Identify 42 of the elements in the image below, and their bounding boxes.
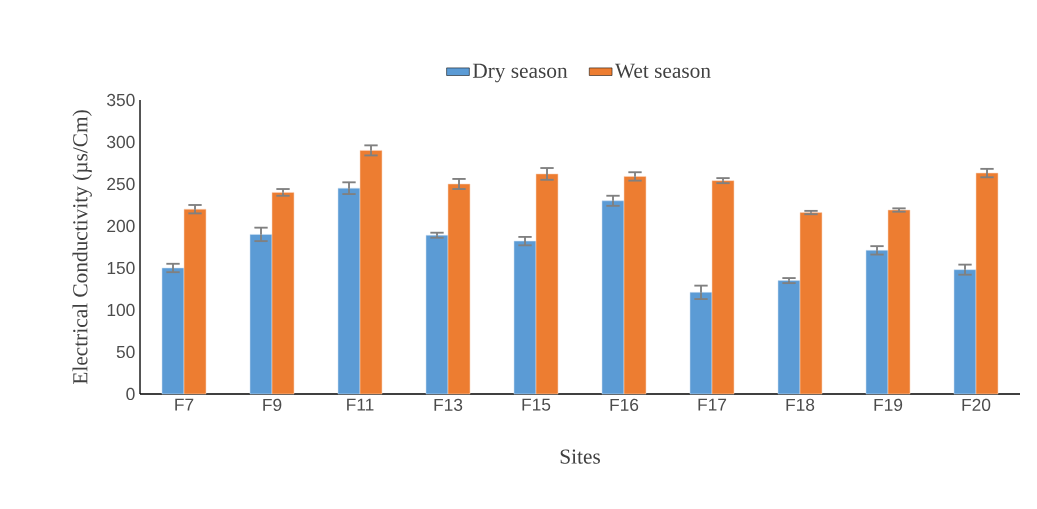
bar bbox=[799, 212, 823, 395]
x-tick-label: F19 bbox=[874, 398, 903, 411]
bar bbox=[689, 292, 713, 395]
y-tick-label: 300 bbox=[107, 135, 135, 149]
bar bbox=[249, 234, 273, 395]
legend-label: Dry season bbox=[472, 63, 568, 83]
bar bbox=[953, 269, 977, 395]
y-tick-label: 0 bbox=[126, 387, 135, 401]
x-tick-label: F9 bbox=[263, 398, 282, 411]
x-tick-label: F17 bbox=[698, 398, 727, 411]
x-tick-label: F11 bbox=[347, 398, 374, 411]
bar bbox=[425, 234, 449, 395]
bar bbox=[183, 208, 207, 395]
bar bbox=[359, 150, 383, 395]
y-axis-title: Electrical Conductivity (µs/Cm) bbox=[72, 110, 92, 385]
bar bbox=[887, 209, 911, 395]
bar bbox=[777, 280, 801, 395]
bar bbox=[601, 200, 625, 395]
bar bbox=[535, 173, 559, 395]
legend-label: Wet season bbox=[615, 63, 711, 79]
y-tick-label: 350 bbox=[107, 93, 135, 107]
x-axis-title: Sites bbox=[560, 449, 600, 464]
y-tick-label: 200 bbox=[107, 219, 135, 233]
bar bbox=[271, 192, 295, 395]
y-tick-label: 100 bbox=[107, 303, 135, 317]
bar bbox=[337, 187, 361, 395]
x-tick-label: F18 bbox=[786, 398, 815, 411]
bar bbox=[623, 176, 647, 395]
x-tick-label: F7 bbox=[175, 398, 194, 411]
y-tick-label: 50 bbox=[116, 345, 135, 359]
x-tick-label: F13 bbox=[434, 398, 463, 411]
x-tick-label: F20 bbox=[962, 398, 991, 411]
bar bbox=[975, 172, 999, 395]
bar bbox=[865, 250, 889, 395]
bar bbox=[161, 267, 185, 395]
bar bbox=[711, 180, 735, 395]
x-tick-label: F16 bbox=[610, 398, 639, 411]
y-tick-label: 250 bbox=[107, 177, 135, 191]
y-tick-label: 150 bbox=[107, 261, 135, 275]
bar bbox=[447, 183, 471, 395]
x-tick-label: F15 bbox=[522, 398, 551, 411]
bar bbox=[513, 240, 537, 395]
